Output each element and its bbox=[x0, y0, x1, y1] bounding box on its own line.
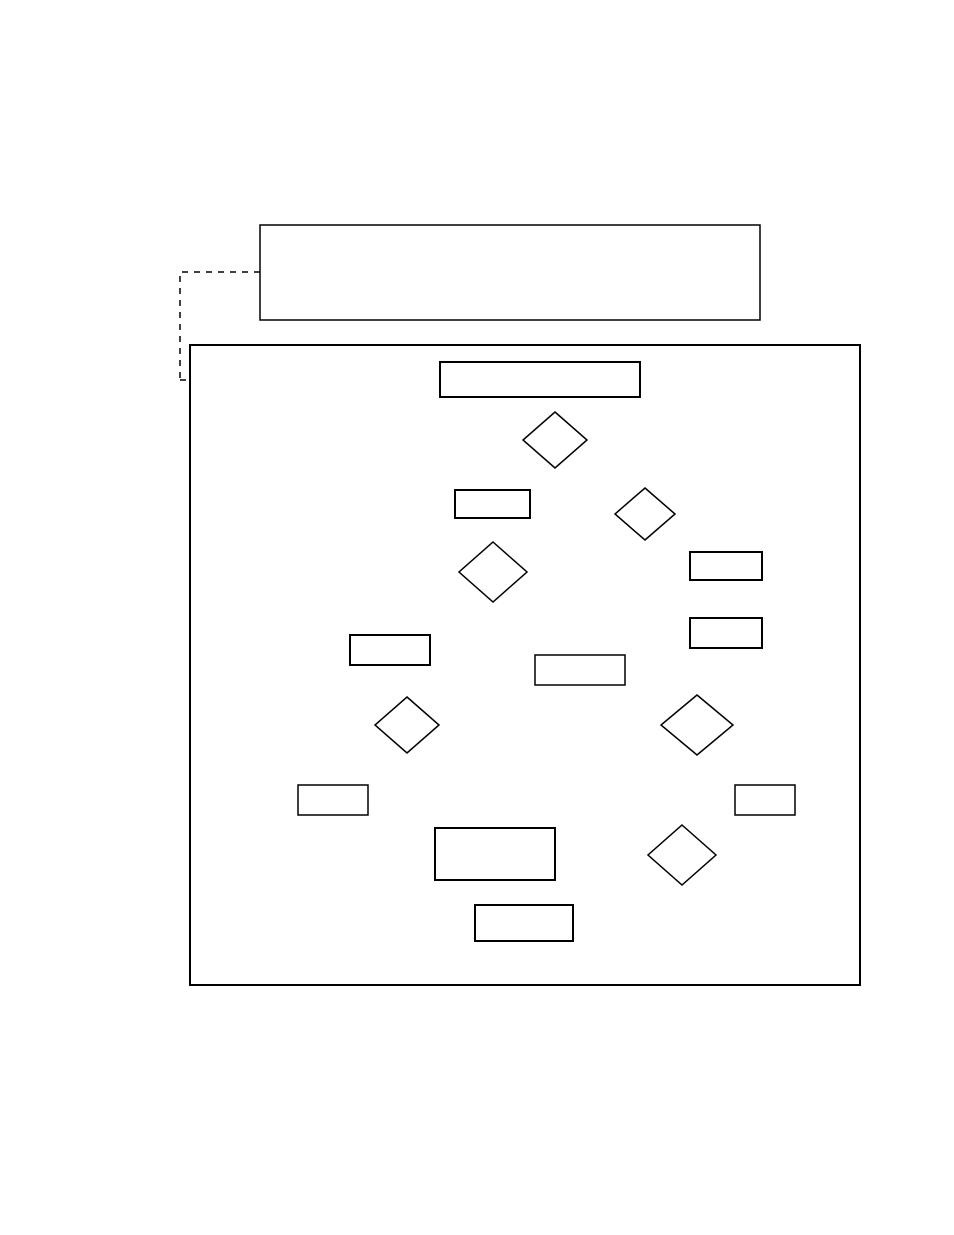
node-r_big1 bbox=[435, 828, 555, 880]
node-r_start bbox=[440, 362, 640, 397]
flowchart-canvas bbox=[0, 0, 954, 1235]
node-r_right2 bbox=[690, 552, 762, 580]
node-r_right3 bbox=[690, 618, 762, 648]
node-r_left1 bbox=[455, 490, 530, 518]
node-top_rect bbox=[260, 225, 760, 320]
node-r_right5 bbox=[735, 785, 795, 815]
node-r_left5 bbox=[298, 785, 368, 815]
node-r_left3 bbox=[350, 635, 430, 665]
node-r_mid bbox=[535, 655, 625, 685]
node-r_big2 bbox=[475, 905, 573, 941]
